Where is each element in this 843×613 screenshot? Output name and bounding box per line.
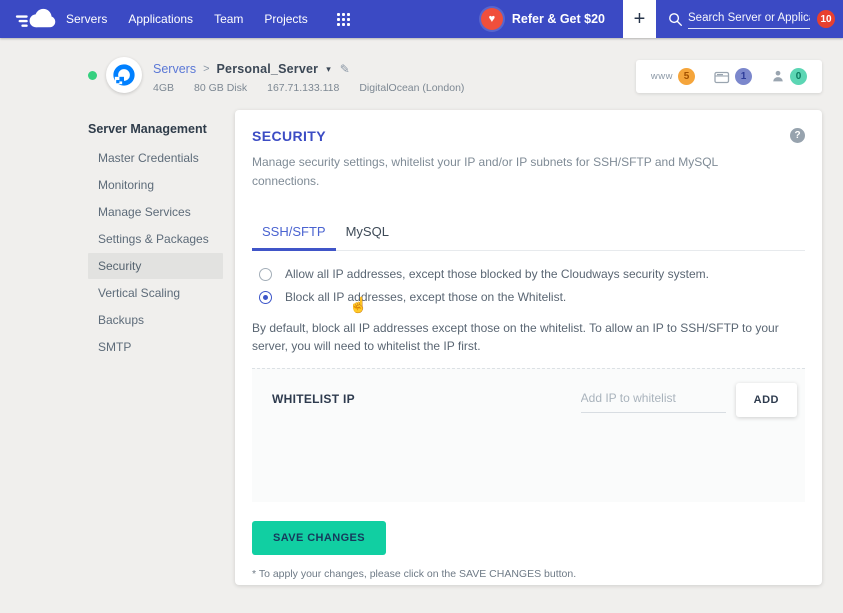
- rename-server-icon[interactable]: ✎: [339, 62, 350, 76]
- security-panel: SECURITY ? Manage security settings, whi…: [235, 110, 822, 585]
- www-count[interactable]: www 5: [651, 68, 695, 85]
- breadcrumb-chevron-icon: >: [203, 63, 210, 75]
- refer-button[interactable]: ♥ Refer & Get $20: [480, 8, 605, 30]
- breadcrumb: Servers > Personal_Server ▾ ✎: [153, 62, 484, 76]
- whitelist-section: WHITELIST IP ADD: [252, 368, 805, 503]
- applications-count-badge: 1: [735, 68, 752, 85]
- tabs: SSH/SFTP MySQL: [252, 216, 805, 252]
- cloud-icon: [15, 8, 56, 28]
- add-ip-button[interactable]: ADD: [735, 383, 797, 418]
- search-bar: 10: [668, 9, 843, 29]
- applications-count[interactable]: 1: [714, 68, 752, 85]
- server-meta: Servers > Personal_Server ▾ ✎ 4GB 80 GB …: [153, 57, 484, 94]
- navbar-left: Servers Applications Team Projects: [0, 0, 350, 38]
- panel-description: Manage security settings, whitelist your…: [252, 155, 718, 188]
- page-title: SECURITY: [252, 128, 326, 144]
- nav-item-team[interactable]: Team: [214, 12, 244, 26]
- help-icon[interactable]: ?: [790, 128, 805, 143]
- sidebar-title: Server Management: [88, 122, 207, 136]
- radio-allow-all[interactable]: Allow all IP addresses, except those blo…: [252, 267, 805, 281]
- refer-label: Refer & Get $20: [511, 12, 605, 26]
- search-icon: [669, 12, 683, 26]
- spec-ram: 4GB: [153, 82, 175, 94]
- tab-ssh-sftp[interactable]: SSH/SFTP: [252, 216, 336, 252]
- tab-mysql[interactable]: MySQL: [345, 224, 389, 240]
- navbar-right: ♥ Refer & Get $20 + 10: [480, 0, 843, 38]
- server-header: Servers > Personal_Server ▾ ✎ 4GB 80 GB …: [88, 57, 822, 94]
- radio-allow-all-label: Allow all IP addresses, except those blo…: [285, 267, 709, 282]
- search-input[interactable]: [688, 9, 810, 29]
- notification-badge[interactable]: 10: [817, 10, 835, 28]
- server-dropdown-caret-icon[interactable]: ▾: [326, 63, 331, 74]
- www-label: www: [650, 71, 673, 82]
- team-count-badge: 0: [790, 68, 807, 85]
- top-navbar: Servers Applications Team Projects ♥ Ref…: [0, 0, 843, 38]
- apps-grid-icon[interactable]: [336, 12, 350, 26]
- server-name[interactable]: Personal_Server: [216, 62, 319, 76]
- radio-allow-all-control[interactable]: [259, 267, 272, 281]
- radio-block-all-control[interactable]: [259, 290, 272, 304]
- whitelist-label: WHITELIST IP: [272, 392, 355, 407]
- spec-disk: 80 GB Disk: [194, 82, 248, 94]
- sidebar-item-backups[interactable]: Backups: [98, 313, 145, 327]
- heart-icon: ♥: [480, 8, 503, 30]
- spec-ip: 167.71.133.118: [267, 82, 340, 94]
- panel-header: SECURITY ?: [252, 128, 805, 144]
- spec-provider: DigitalOcean (London): [359, 82, 465, 94]
- nav-links: Servers Applications Team Projects: [66, 12, 329, 26]
- cloudways-logo-icon[interactable]: [14, 5, 60, 33]
- policy-info-text: By default, block all IP addresses excep…: [252, 321, 779, 354]
- folder-icon: [714, 71, 730, 83]
- person-icon: [773, 70, 783, 82]
- nav-item-applications[interactable]: Applications: [128, 12, 194, 26]
- sidebar-item-monitoring[interactable]: Monitoring: [98, 178, 155, 192]
- breadcrumb-servers-link[interactable]: Servers: [153, 62, 197, 76]
- digitalocean-logo-icon: [106, 57, 142, 93]
- server-management-sidebar: Server Management Master Credentials Mon…: [88, 122, 223, 361]
- sidebar-item-smtp[interactable]: SMTP: [98, 340, 132, 354]
- sidebar-item-manage-services[interactable]: Manage Services: [98, 205, 191, 219]
- sidebar-item-settings-packages[interactable]: Settings & Packages: [98, 232, 209, 246]
- whitelist-ip-input[interactable]: [580, 387, 726, 414]
- server-status-dot: [88, 71, 97, 80]
- radio-block-all-label: Block all IP addresses, except those on …: [285, 290, 567, 305]
- whitelist-controls: ADD: [580, 383, 797, 418]
- sidebar-item-master-credentials[interactable]: Master Credentials: [98, 151, 199, 165]
- nav-item-servers[interactable]: Servers: [66, 12, 108, 26]
- save-changes-button[interactable]: SAVE CHANGES: [252, 521, 386, 556]
- save-footnote: * To apply your changes, please click on…: [252, 568, 577, 581]
- www-count-badge: 5: [678, 68, 695, 85]
- sidebar-item-security[interactable]: Security: [88, 253, 223, 279]
- radio-block-all[interactable]: Block all IP addresses, except those on …: [252, 290, 805, 314]
- plus-icon: +: [633, 7, 646, 30]
- sidebar-item-vertical-scaling[interactable]: Vertical Scaling: [98, 286, 181, 300]
- ip-policy-radios: Allow all IP addresses, except those blo…: [252, 267, 805, 314]
- team-count[interactable]: 0: [771, 68, 807, 85]
- resource-counts-card: www 5 1 0: [635, 60, 822, 93]
- nav-item-projects[interactable]: Projects: [264, 12, 308, 26]
- server-specs: 4GB 80 GB Disk 167.71.133.118 DigitalOce…: [153, 82, 484, 94]
- add-server-button[interactable]: +: [623, 0, 656, 38]
